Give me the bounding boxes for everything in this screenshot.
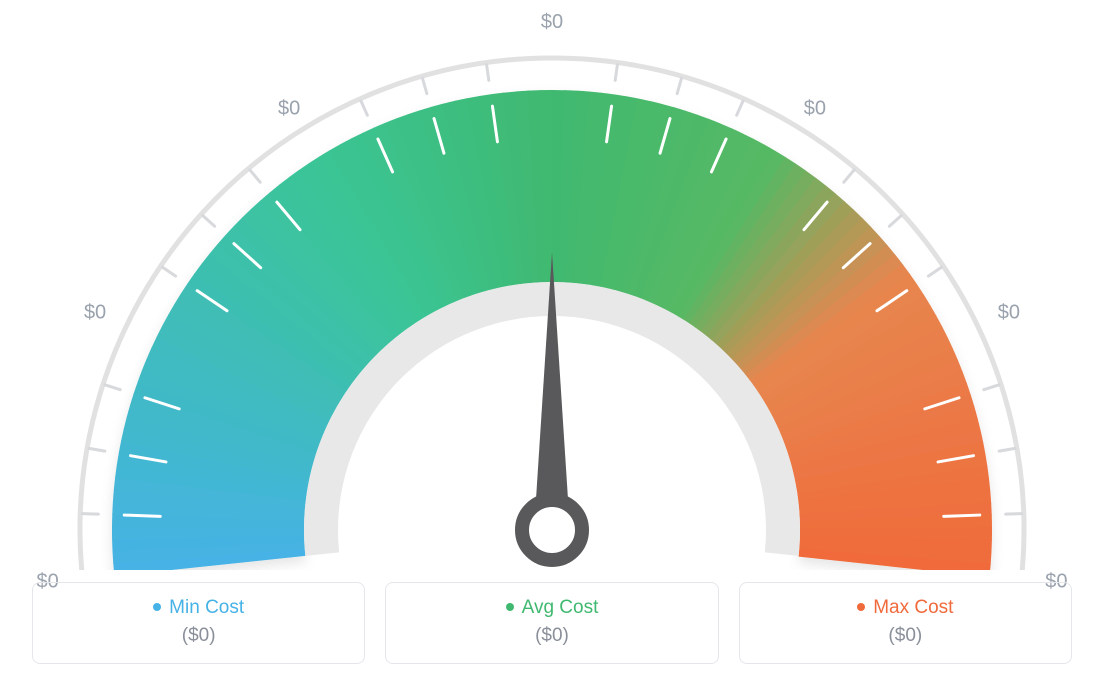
legend-min-label: Min Cost [169,597,244,618]
gauge-tick-label: $0 [541,11,563,34]
legend-dot-min [153,603,161,611]
legend-max-value: ($0) [758,625,1053,647]
legend-dot-max [857,603,865,611]
gauge-svg [32,10,1072,570]
legend-dot-avg [506,603,514,611]
legend-avg-label: Avg Cost [522,597,599,618]
legend-row: Min Cost ($0) Avg Cost ($0) Max Cost ($0… [32,582,1072,664]
gauge-tick-label: $0 [998,301,1020,324]
gauge-tick-label: $0 [804,98,826,121]
cost-gauge-chart: $0$0$0$0$0$0$0 [32,10,1072,570]
legend-min-value: ($0) [51,625,346,647]
legend-card-min: Min Cost ($0) [32,582,365,664]
legend-min-title: Min Cost [51,597,346,619]
legend-avg-title: Avg Cost [404,597,699,619]
legend-max-title: Max Cost [758,597,1053,619]
legend-avg-value: ($0) [404,625,699,647]
gauge-tick-label: $0 [278,98,300,121]
gauge-tick-label: $0 [84,301,106,324]
legend-card-avg: Avg Cost ($0) [385,582,718,664]
legend-max-label: Max Cost [873,597,953,618]
legend-card-max: Max Cost ($0) [739,582,1072,664]
